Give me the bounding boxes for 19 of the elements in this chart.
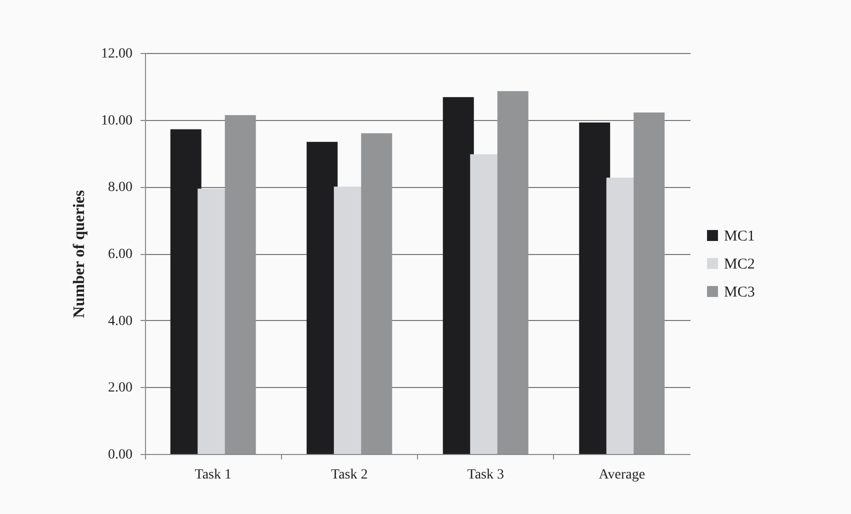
- y-tick-label: 8.00: [108, 180, 132, 196]
- y-tick-label: 0.00: [108, 448, 132, 462]
- y-tick-label: 2.00: [108, 380, 132, 396]
- bar: [361, 133, 392, 454]
- legend-label: MC3: [724, 284, 755, 300]
- legend-label: MC2: [724, 256, 755, 272]
- x-tick-label: Task 3: [467, 468, 504, 482]
- bar: [634, 112, 665, 454]
- x-tick-label: Average: [598, 468, 646, 482]
- bar: [224, 115, 256, 454]
- y-tick-label: 12.00: [101, 46, 132, 62]
- y-tick-label: 4.00: [108, 314, 132, 329]
- bar: [497, 91, 528, 454]
- x-tick-label: Task 1: [194, 468, 232, 482]
- x-tick-label: Task 2: [331, 468, 368, 482]
- legend-label: MC1: [724, 228, 755, 244]
- y-tick-label: 10.00: [101, 113, 132, 128]
- y-axis-title: Number of queries: [71, 190, 88, 318]
- y-tick-label: 6.00: [108, 247, 132, 262]
